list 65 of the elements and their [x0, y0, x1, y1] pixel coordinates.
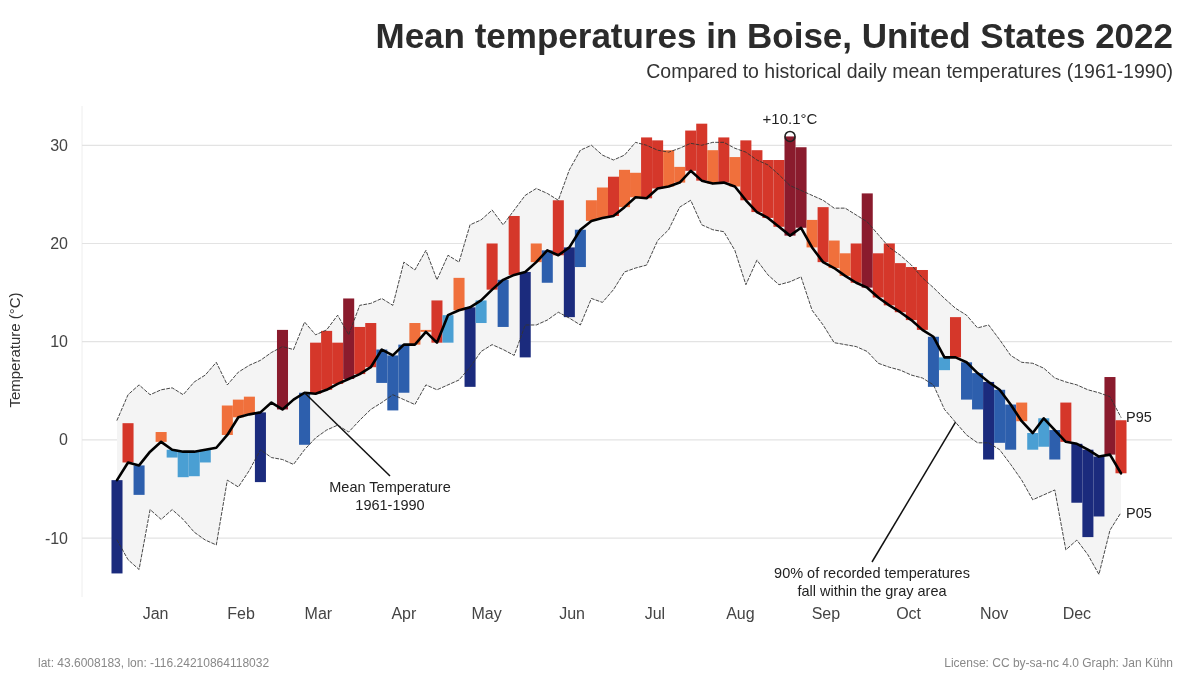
- bar: [927, 336, 939, 387]
- annotation: Mean Temperature 1961-1990: [329, 479, 451, 513]
- y-axis-title: Temperature (°C): [6, 292, 23, 408]
- x-tick-label: May: [471, 605, 502, 622]
- text: License: CC by-sa-nc 4.0 Graph: Jan Kühn: [944, 656, 1173, 670]
- bar: [1115, 420, 1127, 474]
- bar: [1060, 402, 1072, 442]
- bar: [949, 317, 962, 358]
- y-tick-label: 0: [59, 431, 69, 449]
- bar: [1104, 377, 1116, 455]
- x-tick-label: Mar: [304, 605, 333, 622]
- bar: [817, 207, 829, 263]
- bar: [938, 357, 950, 371]
- x-tick-label: Dec: [1062, 605, 1092, 622]
- annotation: 90% of recorded temperatures fall within the gray area: [774, 565, 970, 599]
- bar: [486, 243, 498, 290]
- series-label: P05: [1126, 504, 1152, 521]
- series-label: P95: [1126, 409, 1152, 426]
- bar: [541, 250, 553, 283]
- bar: [718, 137, 730, 183]
- y-tick-label: 10: [50, 333, 69, 351]
- bar: [453, 277, 465, 311]
- bar: [111, 480, 123, 574]
- bar: [552, 200, 564, 256]
- bar: [519, 271, 531, 358]
- text: lat: 43.6008183, lon: -116.24210864118032: [38, 656, 270, 670]
- line-series: [115, 169, 1123, 482]
- bar: [563, 247, 575, 318]
- chart-subtitle: Compared to historical daily mean temperatures (1961-1990): [646, 60, 1173, 82]
- line-series: [116, 141, 1122, 421]
- x-tick-label: Jan: [142, 605, 169, 622]
- chart-title: Mean temperatures in Boise, United States 2022: [375, 16, 1173, 55]
- bar: [729, 157, 741, 187]
- bar: [508, 215, 520, 275]
- bar: [530, 243, 542, 263]
- x-tick-label: Aug: [726, 605, 755, 622]
- x-tick-label: Apr: [391, 605, 417, 622]
- bar: [464, 307, 476, 387]
- x-tick-label: Oct: [896, 605, 922, 622]
- bar: [607, 176, 619, 216]
- bar: [343, 298, 355, 379]
- bar: [574, 229, 586, 268]
- bar: [497, 279, 509, 327]
- bar: [299, 392, 311, 445]
- bar: [133, 465, 145, 495]
- y-tick-label: -10: [44, 529, 69, 547]
- bar: [122, 423, 134, 463]
- bar: [806, 219, 818, 248]
- bar: [707, 150, 719, 184]
- bar: [861, 193, 873, 288]
- annotation: +10.1°C: [762, 110, 818, 128]
- bar: [1049, 430, 1061, 460]
- x-tick-label: Feb: [227, 605, 255, 622]
- bar: [475, 300, 487, 324]
- bar: [850, 243, 862, 283]
- bar: [276, 329, 289, 410]
- y-tick-label: 30: [50, 136, 69, 154]
- y-tick-label: 20: [50, 234, 69, 252]
- bar: [983, 381, 995, 460]
- x-tick-label: Sep: [811, 605, 841, 622]
- x-tick-label: Jul: [644, 605, 666, 622]
- x-tick-label: Jun: [559, 605, 586, 622]
- bar: [254, 412, 266, 483]
- bar: [155, 432, 167, 442]
- x-tick-label: Nov: [979, 605, 1009, 622]
